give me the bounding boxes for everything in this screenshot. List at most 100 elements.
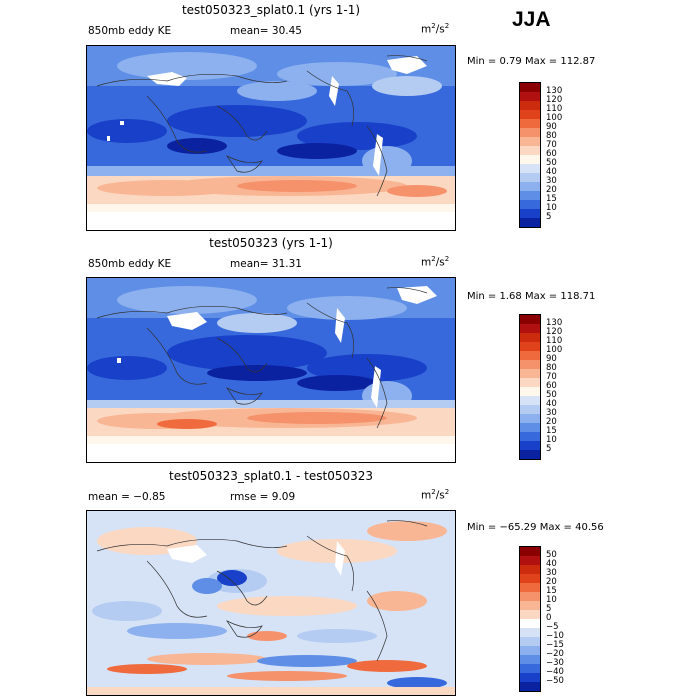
- colorbar-tick-label: 5: [546, 444, 552, 454]
- panel-2-title: test050323 (yrs 1-1): [209, 236, 333, 250]
- colorbar-tick-label: 120: [546, 95, 563, 105]
- colorbar-swatch: [520, 128, 540, 137]
- colorbar-swatch: [520, 405, 540, 414]
- colorbar-tick-label: 70: [546, 372, 557, 382]
- colorbar-tick-label: 5: [546, 604, 552, 614]
- colorbar-tick-label: −20: [546, 649, 564, 659]
- panel-3-units: m2/s2: [421, 488, 450, 502]
- colorbar-swatch: [520, 565, 540, 574]
- colorbar-swatch: [520, 209, 540, 218]
- colorbar-tick-label: 50: [546, 390, 557, 400]
- colorbar-swatch: [520, 646, 540, 655]
- colorbar-swatch: [520, 342, 540, 351]
- panel-1-mean-label: mean= 30.45: [230, 25, 302, 37]
- colorbar-swatch: [520, 164, 540, 173]
- panel-2-units: m2/s2: [421, 255, 450, 269]
- season-label: JJA: [512, 8, 551, 31]
- colorbar-tick-label: 20: [546, 577, 557, 587]
- colorbar-tick-label: 90: [546, 122, 557, 132]
- panel-2-map: [86, 277, 456, 463]
- colorbar-swatch: [520, 83, 540, 92]
- colorbar-tick-label: −30: [546, 658, 564, 668]
- colorbar-swatch: [520, 119, 540, 128]
- colorbar-tick-label: 40: [546, 167, 557, 177]
- colorbar-tick-label: −10: [546, 631, 564, 641]
- colorbar-tick-label: 5: [546, 212, 552, 222]
- colorbar-tick-label: 10: [546, 435, 557, 445]
- colorbar-swatch: [520, 155, 540, 164]
- colorbar-tick-label: 60: [546, 381, 557, 391]
- colorbar-swatch: [520, 200, 540, 209]
- colorbar-swatch: [520, 619, 540, 628]
- colorbar-swatch: [520, 146, 540, 155]
- colorbar-tick-label: 110: [546, 104, 563, 114]
- colorbar-swatch: [520, 583, 540, 592]
- colorbar-swatch: [520, 592, 540, 601]
- panel-1-min-max: Min = 0.79 Max = 112.87: [467, 56, 596, 67]
- colorbar-tick-label: 10: [546, 203, 557, 213]
- panel-2-min-max: Min = 1.68 Max = 118.71: [467, 291, 596, 302]
- colorbar-tick-label: 40: [546, 399, 557, 409]
- colorbar-swatch: [520, 92, 540, 101]
- colorbar-swatch: [520, 547, 540, 556]
- colorbar-tick-label: 80: [546, 363, 557, 373]
- colorbar-swatch: [520, 637, 540, 646]
- panel-1-colorbar: [519, 82, 541, 228]
- colorbar-swatch: [520, 360, 540, 369]
- colorbar-swatch: [520, 441, 540, 450]
- colorbar-swatch: [520, 610, 540, 619]
- colorbar-swatch: [520, 218, 540, 227]
- colorbar-tick-label: 20: [546, 185, 557, 195]
- colorbar-swatch: [520, 673, 540, 682]
- colorbar-swatch: [520, 324, 540, 333]
- colorbar-swatch: [520, 414, 540, 423]
- colorbar-tick-label: 100: [546, 113, 563, 123]
- colorbar-swatch: [520, 574, 540, 583]
- colorbar-tick-label: 60: [546, 149, 557, 159]
- colorbar-swatch: [520, 628, 540, 637]
- colorbar-tick-label: 130: [546, 318, 563, 328]
- panel-2-variable-label: 850mb eddy KE: [88, 258, 172, 270]
- colorbar-tick-label: −50: [546, 676, 564, 686]
- colorbar-tick-label: −15: [546, 640, 564, 650]
- panel-3-colorbar: [519, 546, 541, 692]
- colorbar-tick-label: 130: [546, 86, 563, 96]
- colorbar-tick-label: 120: [546, 327, 563, 337]
- colorbar-tick-label: 80: [546, 131, 557, 141]
- panel-2-mean-label: mean= 31.31: [230, 258, 302, 270]
- colorbar-swatch: [520, 396, 540, 405]
- colorbar-swatch: [520, 423, 540, 432]
- colorbar-swatch: [520, 432, 540, 441]
- colorbar-swatch: [520, 351, 540, 360]
- colorbar-swatch: [520, 182, 540, 191]
- colorbar-tick-label: 10: [546, 595, 557, 605]
- colorbar-tick-label: 30: [546, 408, 557, 418]
- colorbar-tick-label: −5: [546, 622, 559, 632]
- panel-3-mean-label: mean = −0.85: [88, 491, 166, 503]
- colorbar-tick-label: 15: [546, 194, 557, 204]
- colorbar-swatch: [520, 387, 540, 396]
- colorbar-swatch: [520, 450, 540, 459]
- colorbar-swatch: [520, 137, 540, 146]
- panel-3-title: test050323_splat0.1 - test050323: [168, 469, 373, 483]
- colorbar-tick-label: 40: [546, 559, 557, 569]
- colorbar-tick-label: 30: [546, 176, 557, 186]
- panel-2-colorbar: [519, 314, 541, 460]
- colorbar-swatch: [520, 173, 540, 182]
- colorbar-tick-label: 70: [546, 140, 557, 150]
- colorbar-tick-label: 50: [546, 158, 557, 168]
- colorbar-swatch: [520, 333, 540, 342]
- colorbar-swatch: [520, 664, 540, 673]
- colorbar-tick-label: 0: [546, 613, 552, 623]
- panel-1-units: m2/s2: [421, 22, 450, 36]
- colorbar-swatch: [520, 369, 540, 378]
- colorbar-tick-label: −40: [546, 667, 564, 677]
- colorbar-tick-label: 110: [546, 336, 563, 346]
- colorbar-swatch: [520, 110, 540, 119]
- panel-1-variable-label: 850mb eddy KE: [88, 25, 172, 37]
- colorbar-tick-label: 20: [546, 417, 557, 427]
- colorbar-swatch: [520, 682, 540, 691]
- colorbar-tick-label: 100: [546, 345, 563, 355]
- colorbar-tick-label: 15: [546, 426, 557, 436]
- colorbar-swatch: [520, 315, 540, 324]
